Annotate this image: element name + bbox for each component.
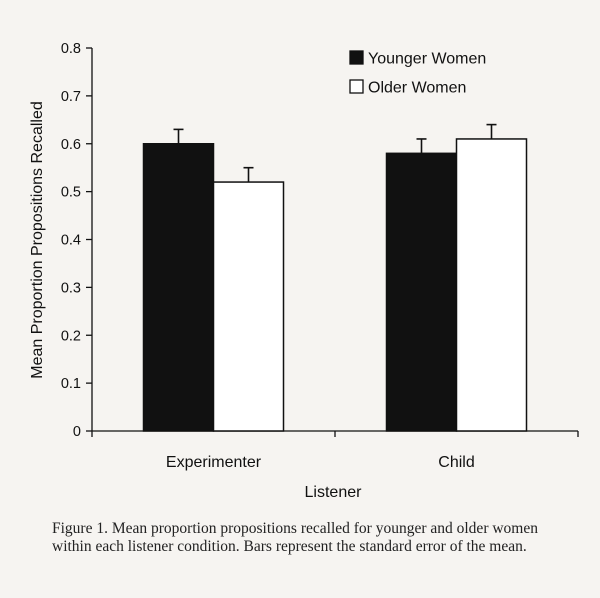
y-tick-label: 0.5 bbox=[61, 185, 81, 201]
x-tick-label: Experimenter bbox=[166, 454, 262, 471]
bar-younger-experimenter bbox=[142, 143, 215, 432]
y-tick-label: 0.4 bbox=[61, 233, 81, 249]
y-tick-label: 0.6 bbox=[61, 137, 81, 153]
bar-older-child bbox=[455, 138, 528, 432]
x-axis: Experimenter Child bbox=[91, 430, 579, 471]
legend-swatch bbox=[349, 79, 364, 94]
legend-swatch bbox=[349, 50, 364, 65]
y-tick-label: 0 bbox=[73, 424, 81, 440]
legend-label: Younger Women bbox=[368, 51, 486, 68]
y-axis: 0 0.1 0.2 0.3 0.4 0.5 0.6 0.7 0.8 bbox=[61, 41, 93, 440]
bars bbox=[142, 123, 528, 432]
x-axis-label: Listener bbox=[305, 484, 363, 501]
y-tick-label: 0.7 bbox=[61, 89, 81, 105]
y-tick-label: 0.3 bbox=[61, 280, 81, 296]
bar-older-experimenter bbox=[212, 181, 285, 432]
bar-chart: 0 0.1 0.2 0.3 0.4 0.5 0.6 0.7 0.8 Experimenter Ch… bbox=[29, 41, 579, 501]
y-tick-label: 0.1 bbox=[61, 376, 81, 392]
x-tick-label: Child bbox=[438, 454, 474, 471]
figure-caption: Figure 1. Mean proportion propositions r… bbox=[52, 520, 538, 555]
legend: Younger Women Older Women bbox=[349, 50, 486, 97]
legend-label: Older Women bbox=[368, 80, 466, 97]
y-tick-label: 0.2 bbox=[61, 328, 81, 344]
y-tick-label: 0.8 bbox=[61, 41, 81, 57]
bar-younger-child bbox=[385, 152, 458, 432]
y-axis-label: Mean Proportion Propositions Recalled bbox=[29, 101, 46, 378]
